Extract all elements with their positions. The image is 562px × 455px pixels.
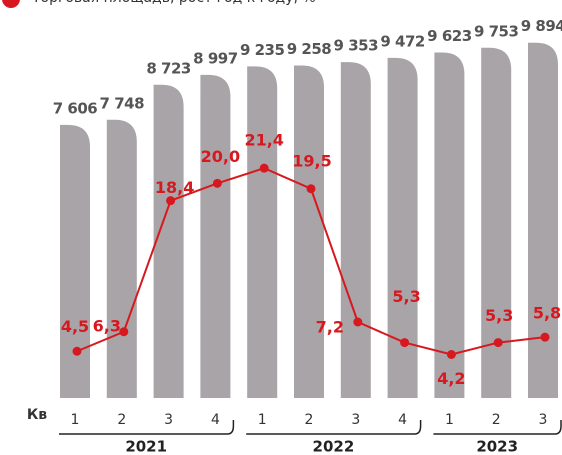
line-point <box>540 332 550 342</box>
bar <box>528 42 558 398</box>
legend-marker <box>2 0 20 8</box>
line-point <box>306 184 316 194</box>
bar <box>340 62 371 398</box>
axis-label: Кв <box>27 407 47 423</box>
x-tick-label: 3 <box>164 412 173 428</box>
line-value-label: 21,4 <box>244 131 283 150</box>
line-point <box>446 350 456 359</box>
year-bracket <box>59 420 235 435</box>
bar <box>481 47 512 399</box>
line-value-label: 4,2 <box>437 369 465 388</box>
year-bracket <box>433 420 562 435</box>
line-value-label: 4,5 <box>61 317 89 336</box>
line-value-label: 7,2 <box>316 318 344 337</box>
x-tick-label: 4 <box>398 412 407 428</box>
bar-value-label: 9 894 <box>521 17 562 35</box>
x-tick-label: 2 <box>305 412 314 428</box>
bar-value-label: 8 723 <box>146 59 191 77</box>
line-value-label: 6,3 <box>93 316 121 335</box>
line-value-label: 5,3 <box>485 306 513 325</box>
line-value-label: 18,4 <box>155 178 194 197</box>
x-tick-label: 1 <box>258 412 267 428</box>
bar <box>60 124 90 398</box>
bar-value-label: 7 606 <box>53 99 98 117</box>
bar <box>434 52 465 399</box>
legend-label: Торговая площадь, рост год к году, % <box>31 0 316 6</box>
bar-value-label: 7 748 <box>100 94 145 112</box>
line-point <box>353 317 363 327</box>
year-label: 2021 <box>125 438 167 455</box>
x-tick-label: 1 <box>71 412 80 428</box>
x-tick-label: 3 <box>351 412 360 428</box>
line-point <box>400 338 410 348</box>
line-point <box>166 196 176 206</box>
line-point <box>493 338 503 348</box>
line-point <box>119 327 129 337</box>
bar <box>387 57 418 399</box>
bar-value-label: 9 353 <box>334 37 379 55</box>
year-label: 2022 <box>313 438 355 455</box>
x-tick-label: 1 <box>445 412 454 428</box>
bar-value-label: 9 753 <box>474 22 519 40</box>
bar <box>247 66 278 398</box>
line-value-label: 5,3 <box>392 287 420 306</box>
bar-value-label: 9 258 <box>287 40 332 58</box>
bar <box>294 65 324 398</box>
bar <box>153 84 184 398</box>
bar-value-label: 8 997 <box>193 49 238 67</box>
bar-value-label: 9 235 <box>240 41 285 59</box>
line-point <box>259 163 269 173</box>
x-tick-label: 3 <box>539 412 548 428</box>
bar-value-label: 9 472 <box>380 32 425 50</box>
bar <box>106 119 137 398</box>
line-value-label: 5,8 <box>533 304 561 323</box>
x-tick-label: 2 <box>492 412 501 428</box>
x-tick-label: 2 <box>117 412 126 428</box>
bar-value-label: 9 623 <box>427 27 472 45</box>
year-label: 2023 <box>476 438 518 455</box>
line-point <box>212 178 222 188</box>
line-value-label: 19,5 <box>292 151 331 170</box>
line-value-label: 20,0 <box>201 147 240 166</box>
year-bracket <box>246 420 422 435</box>
bar <box>200 74 231 399</box>
line-point <box>72 346 82 356</box>
x-tick-label: 4 <box>211 412 220 428</box>
